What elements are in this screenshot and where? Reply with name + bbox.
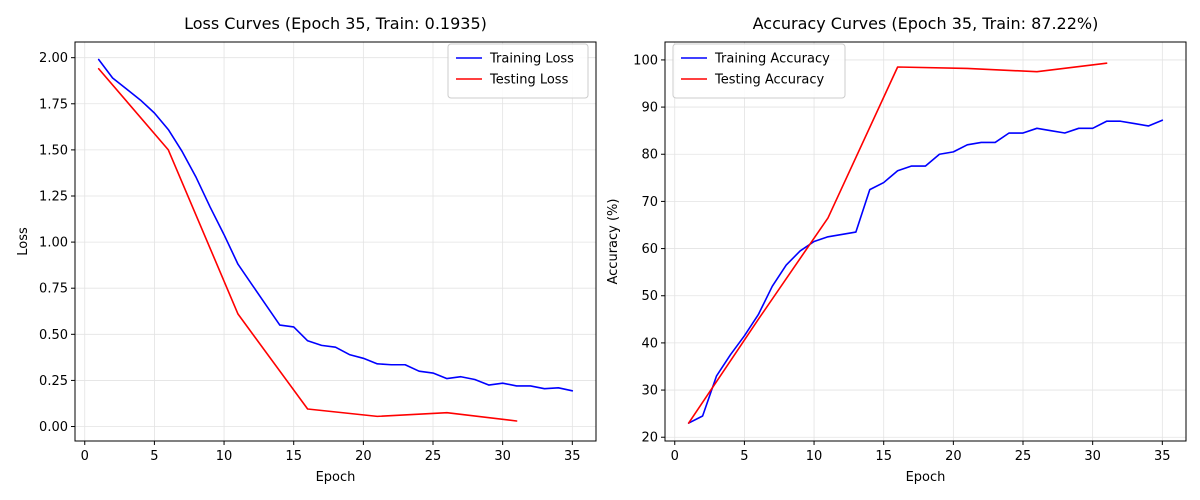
legend-label-2: Testing Accuracy [714,73,824,88]
y-tick-label: 2.00 [39,51,68,66]
legend-label-1: Training Accuracy [714,52,830,67]
series-line-1 [689,120,1163,423]
y-tick-label: 0.50 [39,328,68,343]
legend-label-2: Testing Loss [489,73,569,88]
x-tick-label: 25 [1015,449,1032,464]
y-tick-label: 50 [641,289,658,304]
x-tick-label: 35 [564,449,581,464]
chart-1: 0 5 10 15 20 25 30 35 0.00 0.25 0.50 0.75 1.00 1.25 1.… [16,14,596,485]
x-tick-label: 30 [1084,449,1101,464]
x-tick-label: 5 [740,449,748,464]
plot-frame [665,42,1186,441]
y-axis-label: Accuracy (%) [606,199,621,285]
x-tick-label: 15 [285,449,302,464]
chart-2: 0 5 10 15 20 25 30 35 20 30 40 50 60 70 80 90 100 Accurac… [606,14,1186,485]
x-tick-label: 35 [1154,449,1171,464]
y-tick-label: 60 [641,242,658,257]
series-line-2 [689,63,1107,423]
series-line-1 [99,60,573,391]
y-tick-label: 0.00 [39,420,68,435]
plot-frame [75,42,596,441]
x-tick-label: 25 [425,449,442,464]
x-tick-label: 30 [494,449,511,464]
y-tick-label: 30 [641,384,658,399]
y-axis-label: Loss [16,227,31,256]
y-tick-label: 40 [641,336,658,351]
y-tick-label: 0.25 [39,374,68,389]
y-tick-label: 70 [641,195,658,210]
y-tick-label: 1.75 [39,97,68,112]
x-axis-label: Epoch [316,470,356,485]
x-axis-label: Epoch [906,470,946,485]
chart-title: Accuracy Curves (Epoch 35, Train: 87.22%… [753,14,1099,33]
legend: Training Loss Testing Loss [448,44,588,98]
y-tick-label: 90 [641,101,658,116]
legend: Training Accuracy Testing Accuracy [673,44,845,98]
x-tick-label: 10 [216,449,233,464]
y-tick-label: 80 [641,148,658,163]
x-tick-label: 10 [806,449,823,464]
y-tick-label: 100 [633,53,658,68]
y-tick-label: 1.50 [39,143,68,158]
x-tick-label: 0 [81,449,89,464]
legend-label-1: Training Loss [489,52,574,67]
x-tick-label: 5 [150,449,158,464]
y-tick-label: 1.00 [39,236,68,251]
x-tick-label: 0 [671,449,679,464]
x-tick-label: 20 [945,449,962,464]
y-tick-label: 20 [641,431,658,446]
chart-title: Loss Curves (Epoch 35, Train: 0.1935) [184,14,487,33]
x-tick-label: 20 [355,449,372,464]
x-tick-label: 15 [875,449,892,464]
y-tick-label: 1.25 [39,189,68,204]
y-tick-label: 0.75 [39,282,68,297]
